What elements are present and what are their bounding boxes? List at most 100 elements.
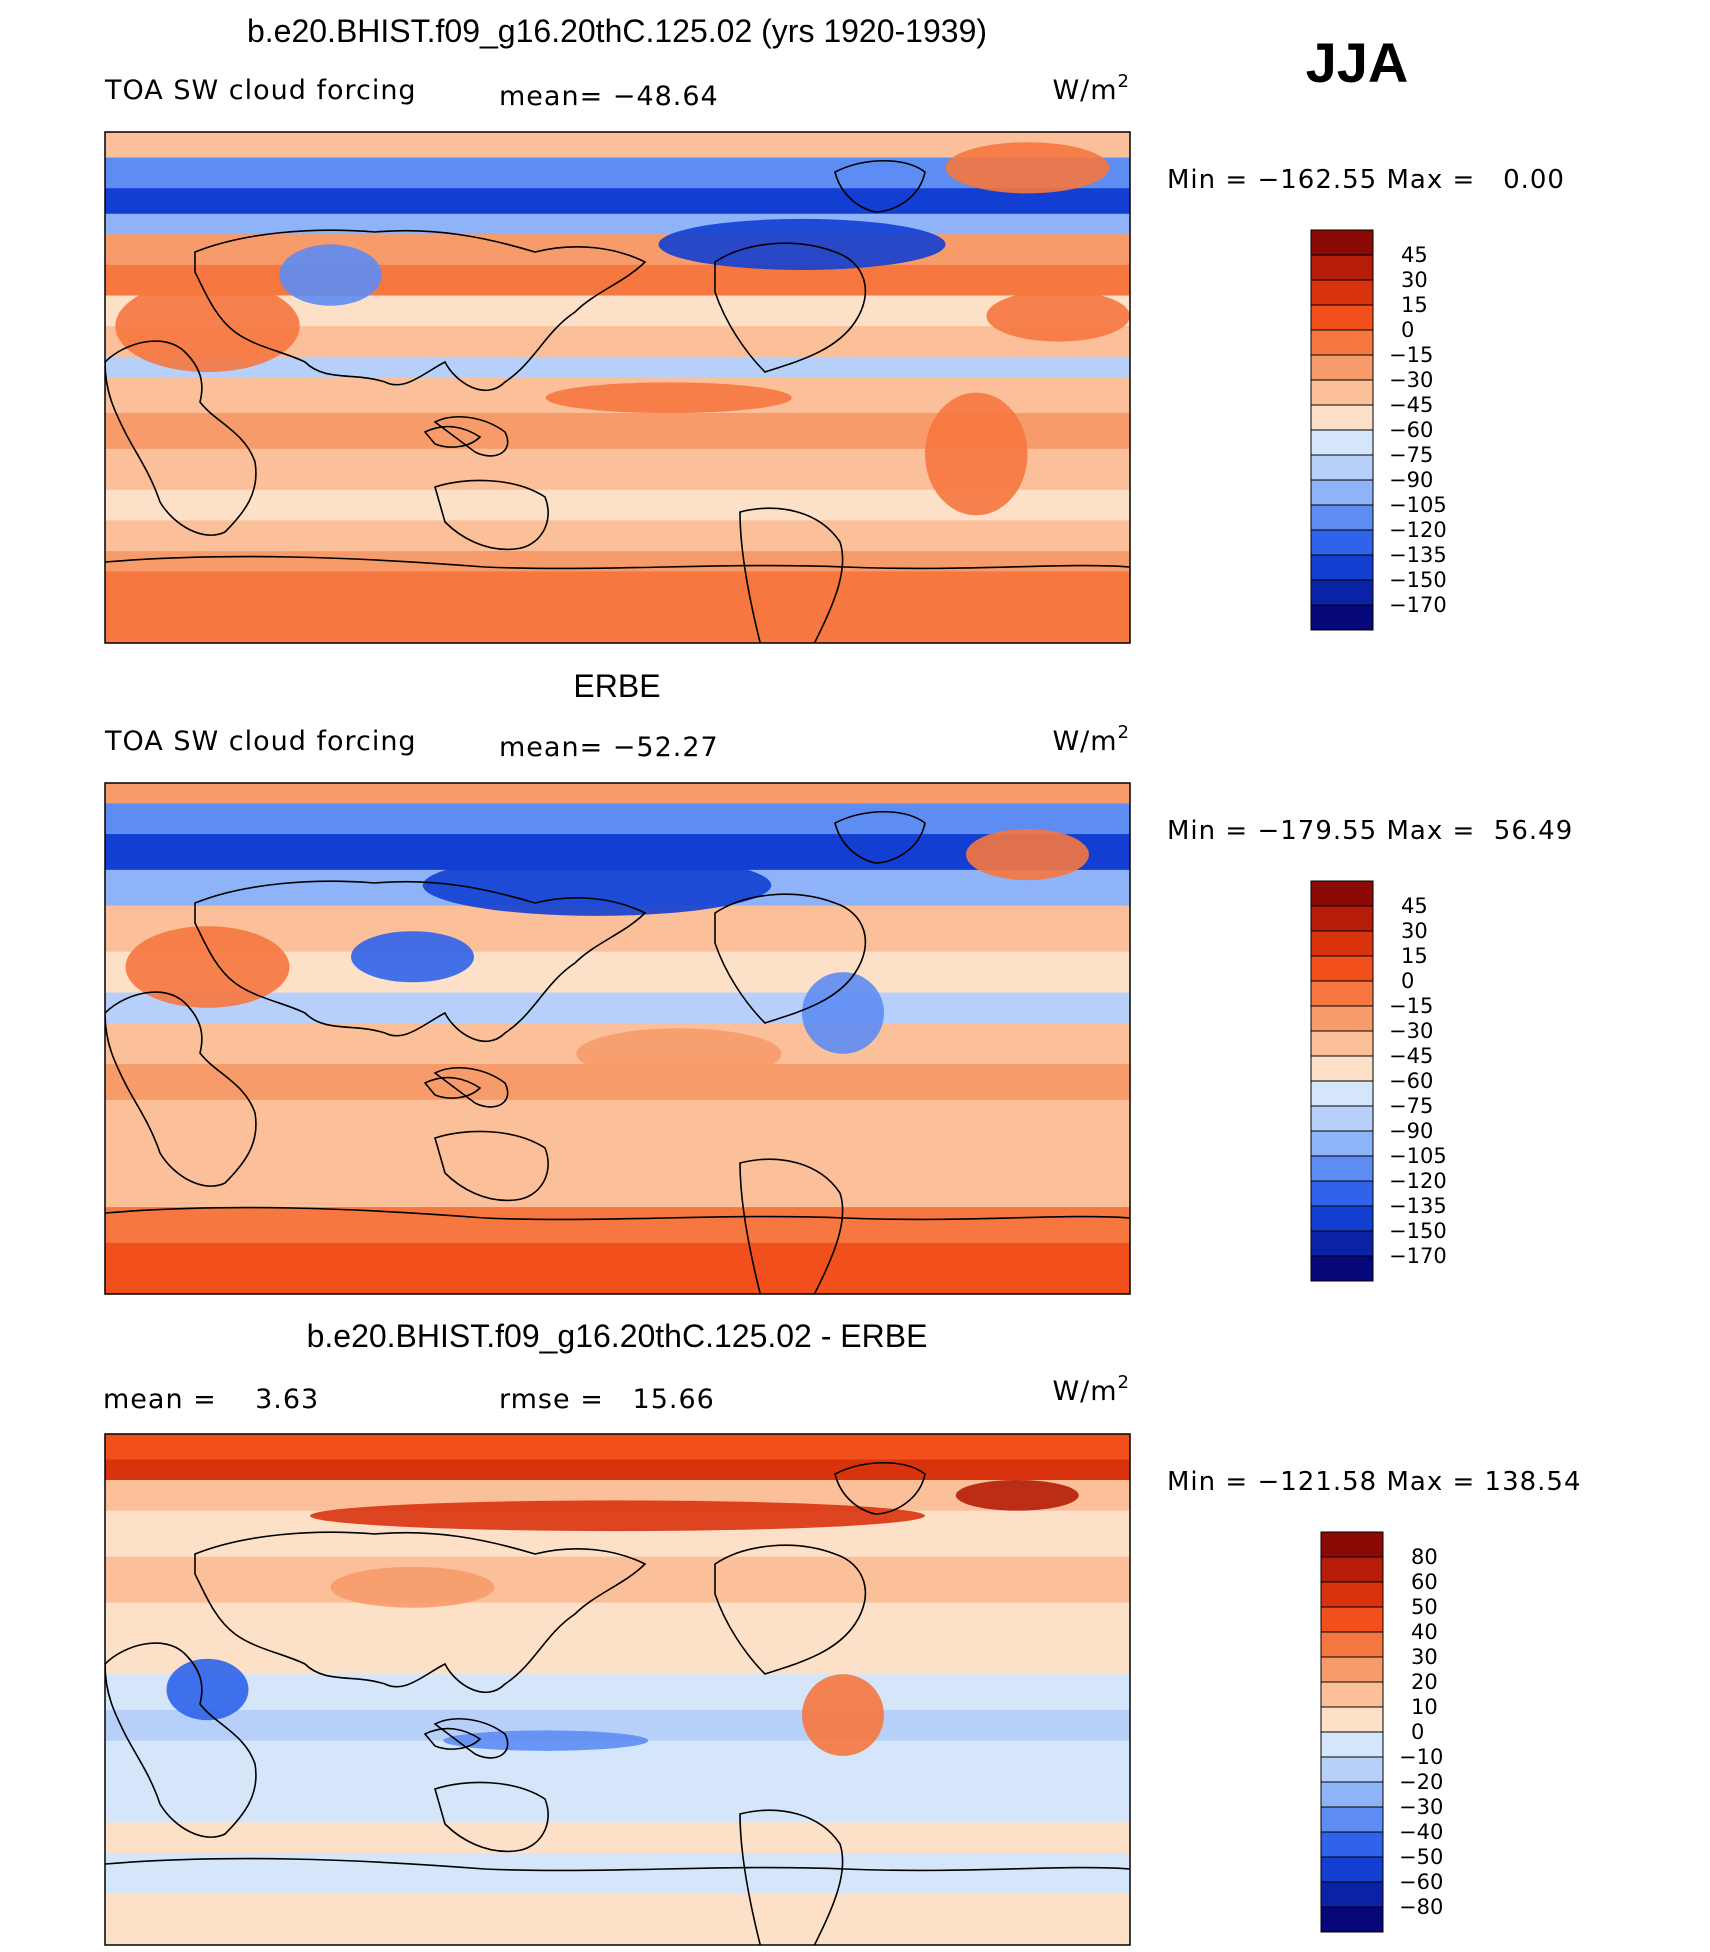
colorbar-tick-label: 50 (1411, 1595, 1438, 1619)
colorbar-tick-label: −50 (1399, 1845, 1443, 1869)
panel-mean-label: mean= −48.64 (499, 81, 719, 112)
field-feature (966, 828, 1089, 881)
field-band (105, 264, 1130, 297)
colorbar-cell (1310, 254, 1374, 281)
colorbar-cell (1310, 329, 1374, 356)
colorbar-cell (1320, 1756, 1384, 1783)
panel-mean-label: mean= −52.27 (499, 732, 719, 763)
colorbar-tick-label: −170 (1389, 593, 1447, 617)
field-feature (576, 1028, 782, 1080)
field-band (105, 1822, 1130, 1855)
field-feature (545, 382, 792, 414)
colorbar-cell (1320, 1581, 1384, 1608)
colorbar-cell (1310, 454, 1374, 481)
colorbar-tick-label: −10 (1399, 1745, 1443, 1769)
field-band (105, 992, 1130, 1025)
colorbar-cell (1310, 880, 1374, 907)
colorbar-tick-label: −105 (1389, 493, 1447, 517)
colorbar-cell (1310, 1055, 1374, 1082)
field-band (105, 1459, 1130, 1481)
colorbar-cell (1310, 1080, 1374, 1107)
colorbar-tick-label: −170 (1389, 1244, 1447, 1268)
colorbar-cell (1320, 1856, 1384, 1883)
field-feature (351, 931, 474, 983)
colorbar-tick-label: 10 (1411, 1695, 1438, 1719)
colorbar-cell (1310, 1255, 1374, 1282)
map-frame (104, 782, 1131, 1295)
colorbar-tick-label: −135 (1389, 1194, 1447, 1218)
colorbar-cell (1320, 1631, 1384, 1658)
colorbar-tick-label: 45 (1401, 243, 1428, 267)
colorbar-tick-label: −90 (1389, 1119, 1433, 1143)
colorbar-tick-label: −90 (1389, 468, 1433, 492)
colorbar-tick-label: −30 (1389, 368, 1433, 392)
field-band (105, 1643, 1130, 1676)
panel-units: W/m2 (1052, 1372, 1130, 1407)
colorbar-cell (1310, 1155, 1374, 1182)
colorbar-tick-label: −30 (1389, 1019, 1433, 1043)
colorbar-tick-label: 20 (1411, 1670, 1438, 1694)
colorbar-tick-label: −60 (1399, 1870, 1443, 1894)
colorbar-cell (1310, 554, 1374, 581)
panel-rmse-label: rmse = 15.66 (499, 1384, 715, 1415)
colorbar-cell (1310, 504, 1374, 531)
colorbar-tick-label: 80 (1411, 1545, 1438, 1569)
field-band (105, 234, 1130, 266)
map-field (105, 783, 1130, 1294)
colorbar-cell (1310, 1205, 1374, 1232)
colorbar-tick-label: −45 (1389, 393, 1433, 417)
field-feature (802, 1674, 884, 1756)
colorbar-cell (1320, 1531, 1384, 1558)
colorbar-cell (1320, 1731, 1384, 1758)
colorbar-cell (1320, 1656, 1384, 1683)
colorbar-tick-label: 30 (1401, 268, 1428, 292)
field-feature (443, 1730, 649, 1751)
colorbar: 4530150−15−30−45−60−75−90−105−120−135−15… (1310, 880, 1447, 1282)
colorbar-cell (1310, 1005, 1374, 1032)
colorbar-cell (1320, 1831, 1384, 1858)
field-band (105, 1602, 1130, 1645)
colorbar-tick-label: −150 (1389, 568, 1447, 592)
panel-left-label: TOA SW cloud forcing (104, 726, 417, 757)
colorbar-tick-label: −60 (1389, 1069, 1433, 1093)
colorbar-cell (1310, 930, 1374, 957)
field-band (105, 213, 1130, 236)
field-band (105, 1207, 1130, 1244)
colorbar-tick-label: −150 (1389, 1219, 1447, 1243)
colorbar-cell (1310, 955, 1374, 982)
field-band (105, 1434, 1130, 1461)
map-field (105, 132, 1130, 643)
colorbar-tick-label: −80 (1399, 1895, 1443, 1919)
colorbar-tick-label: 15 (1401, 944, 1428, 968)
colorbar-cell (1310, 229, 1374, 256)
colorbar-cell (1320, 1906, 1384, 1933)
field-band (105, 783, 1130, 805)
colorbar-cell (1310, 279, 1374, 306)
panel-obs: ERBE TOA SW cloud forcing mean= −52.27 W… (104, 668, 1573, 1295)
field-band (105, 1893, 1130, 1945)
colorbar-tick-label: 0 (1401, 969, 1414, 993)
field-band (105, 188, 1130, 215)
panel-title: ERBE (573, 668, 660, 704)
field-band (105, 1674, 1130, 1711)
colorbar-tick-label: 30 (1401, 919, 1428, 943)
colorbar-tick-label: −120 (1389, 518, 1447, 542)
colorbar-cell (1310, 379, 1374, 406)
field-feature (925, 392, 1028, 516)
map-frame (104, 131, 1131, 644)
colorbar-cell (1310, 1230, 1374, 1257)
field-band (105, 803, 1130, 836)
colorbar-cell (1310, 1130, 1374, 1157)
colorbar-cell (1310, 579, 1374, 606)
field-band (105, 1171, 1130, 1209)
panel-units: W/m2 (1052, 722, 1130, 757)
field-feature (802, 972, 884, 1054)
field-feature (330, 1566, 495, 1608)
panel-left-label: mean = 3.63 (103, 1384, 319, 1415)
colorbar-cell (1310, 1030, 1374, 1057)
colorbar-tick-label: −60 (1389, 418, 1433, 442)
colorbar-cell (1320, 1681, 1384, 1708)
min-max-readout: Min = −179.55 Max = 56.49 (1167, 816, 1573, 846)
panel-units: W/m2 (1052, 71, 1130, 106)
season-label: JJA (1306, 31, 1409, 94)
